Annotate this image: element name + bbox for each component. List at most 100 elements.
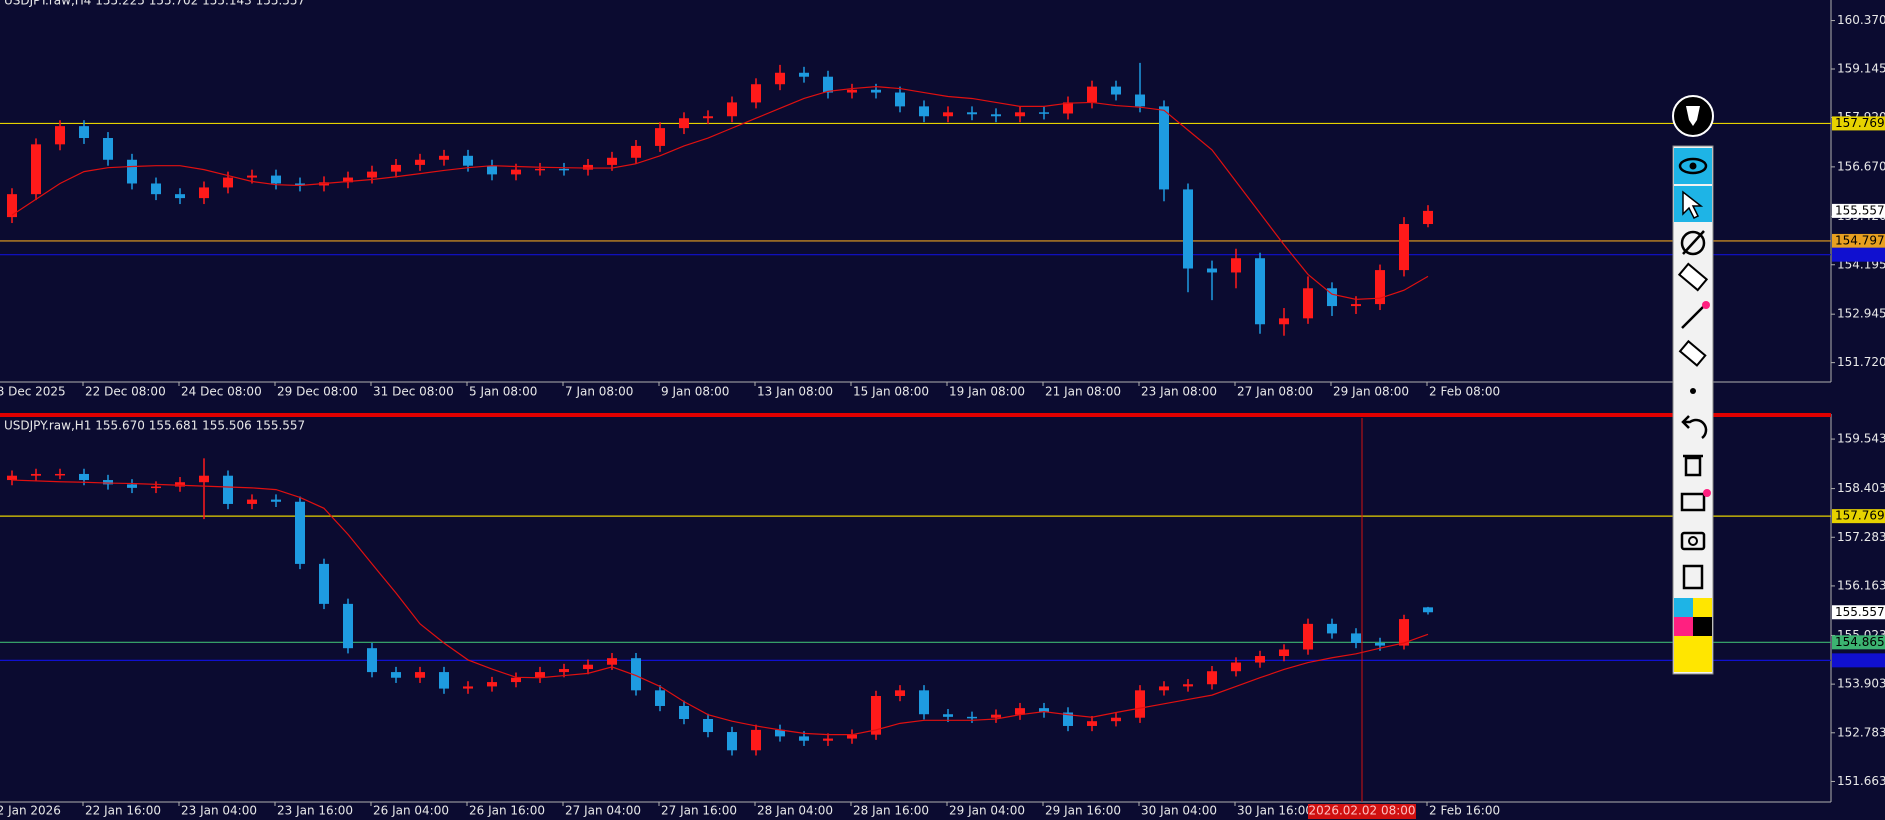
candle-body <box>847 734 857 739</box>
candle-body <box>727 732 737 751</box>
candle-body <box>1159 106 1169 190</box>
candle-body <box>103 480 113 485</box>
x-tick-label: 22 Dec 08:00 <box>85 385 166 399</box>
toolbar-panel <box>1672 145 1714 675</box>
candle-body <box>559 168 569 171</box>
x-tick-label: 7 Jan 08:00 <box>565 385 633 399</box>
candle-body <box>1303 288 1313 319</box>
crosshair-label: 2026.02.02 08:00 <box>1308 804 1415 818</box>
candle-body <box>1351 633 1361 643</box>
candle-body <box>991 114 1001 117</box>
line-button[interactable] <box>1681 305 1705 329</box>
magnet-button[interactable] <box>1680 230 1706 256</box>
y-tick-label: 156.163 <box>1837 578 1885 592</box>
candle-body <box>583 164 593 170</box>
candle-body <box>1327 623 1337 634</box>
delete-button[interactable] <box>1684 456 1702 477</box>
candle-body <box>295 183 305 186</box>
x-tick-label: 28 Jan 16:00 <box>853 804 929 818</box>
candle-body <box>415 672 425 678</box>
candle-body <box>127 159 137 184</box>
cursor-icon <box>1682 190 1704 220</box>
candle-body <box>175 482 185 487</box>
candle-body <box>1111 717 1121 722</box>
camera-button[interactable] <box>1680 531 1706 551</box>
candle-body <box>1063 712 1073 726</box>
x-tick-label: 30 Jan 16:00 <box>1237 804 1313 818</box>
eraser-button[interactable] <box>1678 339 1707 367</box>
color-swatch[interactable] <box>1693 598 1712 617</box>
candle-body <box>7 194 17 218</box>
price-label: 155.557 <box>1835 605 1885 619</box>
candle-body <box>775 72 785 85</box>
candle-body <box>55 126 65 145</box>
x-tick-label: 27 Jan 08:00 <box>1237 385 1313 399</box>
candle-body <box>1183 189 1193 269</box>
plot-area <box>0 62 1831 336</box>
candle-body <box>703 719 713 733</box>
candle-body <box>535 168 545 171</box>
candle-body <box>991 714 1001 718</box>
x-tick-label: 21 Jan 08:00 <box>1045 385 1121 399</box>
brush-size-button[interactable] <box>1690 388 1696 394</box>
candle-body <box>127 484 137 488</box>
color-swatch[interactable] <box>1693 617 1712 636</box>
candle-body <box>967 112 977 115</box>
candle-body <box>823 738 833 741</box>
color-swatch[interactable] <box>1674 617 1693 636</box>
candle-body <box>1375 642 1385 646</box>
line-price-box <box>1832 116 1885 131</box>
candle-body <box>1111 86 1121 95</box>
candle-body <box>199 475 209 483</box>
candle-body <box>1423 210 1433 225</box>
candle-body <box>199 187 209 199</box>
x-tick-label: 26 Jan 04:00 <box>373 804 449 818</box>
x-tick-label: 24 Dec 08:00 <box>181 385 262 399</box>
candle-body <box>919 690 929 715</box>
candle-body <box>559 669 569 673</box>
x-tick-label: 5 Jan 08:00 <box>469 385 537 399</box>
color-swatch[interactable] <box>1674 598 1693 617</box>
undo-button[interactable] <box>1681 415 1708 439</box>
candle-body <box>487 682 497 687</box>
candle-body <box>151 183 161 195</box>
candle-body <box>415 159 425 165</box>
x-tick-label: 19 Jan 08:00 <box>949 385 1025 399</box>
candle-body <box>1207 671 1217 685</box>
current-color[interactable] <box>1674 636 1712 672</box>
candle-body <box>1231 662 1241 672</box>
line-price-label: 154.865 <box>1835 635 1885 649</box>
y-tick-label: 157.283 <box>1837 530 1885 544</box>
candle-body <box>103 138 113 160</box>
x-tick-label: 18 Dec 2025 <box>0 385 66 399</box>
candle-body <box>823 76 833 93</box>
line-price-label: 154.797 <box>1835 233 1885 247</box>
line-price-label: 157.769 <box>1835 509 1885 523</box>
candle-body <box>583 664 593 670</box>
x-tick-label: 31 Dec 08:00 <box>373 385 454 399</box>
drawing-toolbar[interactable] <box>1672 95 1714 675</box>
moving-average <box>11 479 1429 736</box>
crosshair-box <box>1308 804 1416 819</box>
y-tick-label: 159.145 <box>1837 62 1885 76</box>
active-panel-bar <box>0 413 1831 417</box>
candle-body <box>1231 258 1241 273</box>
candle-body <box>1375 270 1385 305</box>
line-price-box <box>1832 247 1885 262</box>
clipboard-button[interactable] <box>1682 564 1704 590</box>
x-tick-label: 23 Jan 04:00 <box>181 804 257 818</box>
candle-body <box>871 89 881 93</box>
candle-body <box>79 473 89 481</box>
x-tick-label: 28 Jan 04:00 <box>757 804 833 818</box>
candle-body <box>1327 288 1337 307</box>
shape-button[interactable] <box>1677 262 1709 292</box>
y-tick-label: 159.543 <box>1837 432 1885 446</box>
candle-body <box>367 171 377 178</box>
x-tick-label: 26 Jan 16:00 <box>469 804 545 818</box>
candle-body <box>247 175 257 178</box>
candle-body <box>271 499 281 502</box>
line-price-box <box>1832 509 1885 524</box>
screen-button[interactable] <box>1680 492 1706 512</box>
candle-body <box>463 686 473 689</box>
